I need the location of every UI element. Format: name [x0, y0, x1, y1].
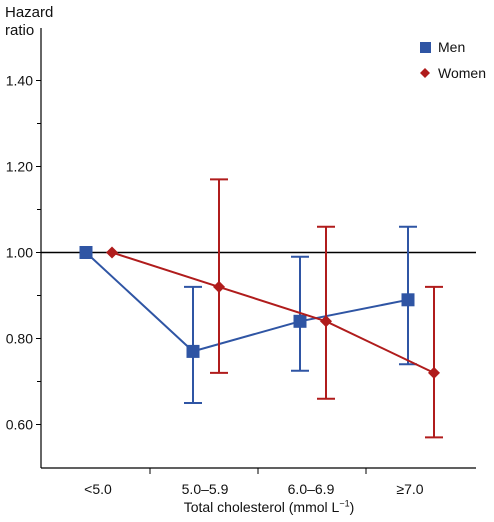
x-tick-label: ≥7.0 — [396, 481, 423, 497]
x-axis-title-text: Total cholesterol (mmol L — [183, 498, 340, 515]
x-tick-label: 6.0–6.9 — [288, 481, 335, 497]
y-axis-title-line-1: Hazard — [5, 4, 54, 21]
x-axis-title: Total cholesterol (mmol L−1) — [0, 498, 494, 515]
data-point-square — [401, 293, 415, 307]
series-line — [85, 251, 409, 353]
y-tick-label: 0.60 — [6, 417, 33, 433]
data-point-diamond — [428, 366, 440, 379]
data-point-square — [186, 344, 200, 358]
data-point-diamond — [320, 315, 332, 328]
y-tick-label: 1.00 — [6, 245, 33, 261]
legend-label: Men — [438, 39, 465, 55]
y-tick-label: 1.20 — [6, 159, 33, 175]
data-point-square — [293, 314, 307, 328]
x-axis-title-close: ) — [349, 498, 355, 515]
y-axis-title-line-2: ratio — [5, 22, 35, 39]
y-tick-label: 1.40 — [6, 73, 33, 89]
legend-marker-diamond — [420, 68, 430, 78]
data-point-diamond — [106, 246, 118, 259]
x-axis-title-superscript: −1 — [339, 498, 350, 508]
data-point-square — [79, 246, 93, 259]
x-tick-label: <5.0 — [84, 481, 112, 497]
data-point-diamond — [213, 280, 225, 293]
legend-marker-square — [420, 42, 431, 53]
legend-label: Women — [438, 65, 486, 81]
x-tick-label: 5.0–5.9 — [182, 481, 229, 497]
y-tick-label: 0.80 — [6, 331, 33, 347]
series-line — [111, 251, 435, 374]
